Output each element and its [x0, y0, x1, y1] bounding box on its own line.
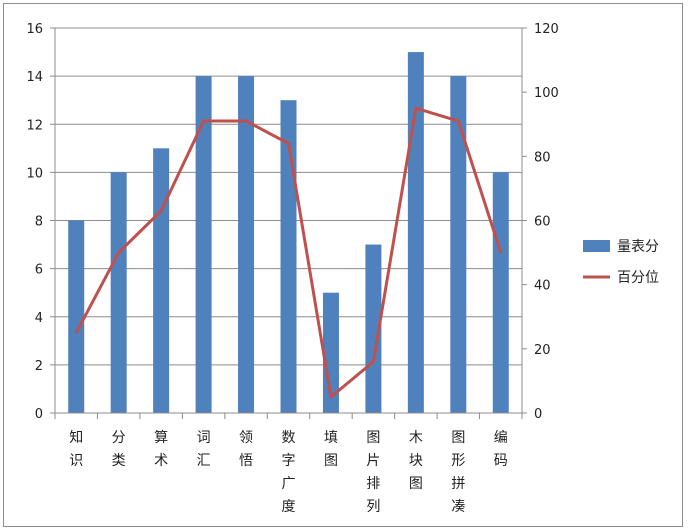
category-label: 算术: [154, 430, 168, 469]
category-label: 图片排列: [366, 430, 380, 515]
bar-领悟: [238, 76, 255, 413]
right-tick-label: 80: [534, 150, 551, 165]
left-tick-label: 14: [26, 70, 43, 85]
line-point-图形拼凑: [457, 119, 460, 123]
line-point-领悟: [244, 119, 248, 123]
bar-编码: [492, 172, 509, 413]
right-tick-label: 0: [534, 407, 542, 422]
right-tick-label: 20: [534, 343, 551, 358]
bar-series: [68, 52, 509, 413]
right-tick-label: 120: [534, 22, 559, 37]
left-tick-label: 0: [35, 407, 43, 422]
line-point-知识: [75, 331, 78, 334]
category-label: 木块图: [409, 430, 423, 492]
bar-图片排列: [365, 244, 382, 413]
bar-算术: [153, 148, 170, 413]
category-label: 知识: [69, 429, 83, 469]
left-tick-label: 6: [35, 263, 43, 278]
category-label: 数字广度: [282, 430, 296, 515]
legend-label-bar: 量表分: [617, 239, 659, 255]
bar-图形拼凑: [450, 76, 467, 413]
line-point-木块图: [414, 107, 418, 110]
line-point-填图: [329, 395, 333, 399]
line-point-算术: [159, 209, 163, 213]
line-point-图片排列: [372, 360, 375, 363]
legend-swatch-bar: [583, 240, 610, 252]
category-label: 领悟: [239, 430, 253, 469]
line-point-数字广度: [287, 142, 290, 145]
left-tick-label: 10: [26, 166, 43, 181]
bar-木块图: [407, 52, 424, 413]
left-tick-label: 4: [35, 311, 43, 326]
right-axis-ticks: 0 20 40 60 80 100 120: [534, 22, 559, 422]
left-tick-label: 16: [26, 22, 43, 37]
bar-数字广度: [280, 100, 297, 413]
category-label: 填图: [324, 430, 338, 469]
left-tick-label: 8: [35, 215, 43, 230]
left-tick-label: 12: [26, 118, 43, 133]
category-label: 分类: [112, 430, 126, 469]
right-tick-label: 40: [534, 279, 551, 294]
bar-词汇: [195, 76, 212, 413]
line-point-分类: [117, 251, 120, 254]
right-tick-label: 100: [534, 86, 559, 101]
category-label: 图形拼凑: [451, 430, 465, 515]
line-series: [74, 106, 503, 399]
right-tick-label: 60: [534, 215, 551, 230]
line-point-编码: [499, 251, 502, 254]
left-tick-label: 2: [35, 359, 43, 374]
bar-知识: [68, 220, 85, 413]
bar-分类: [110, 172, 127, 413]
legend-label-line: 百分位: [617, 270, 659, 286]
category-label: 编码: [494, 430, 508, 469]
category-label: 词汇: [197, 430, 211, 469]
bar-填图: [322, 292, 339, 413]
left-axis-ticks: 0 2 4 6 8 10 12 14 16: [26, 22, 43, 422]
axes: [50, 27, 527, 419]
line-point-词汇: [202, 119, 205, 123]
